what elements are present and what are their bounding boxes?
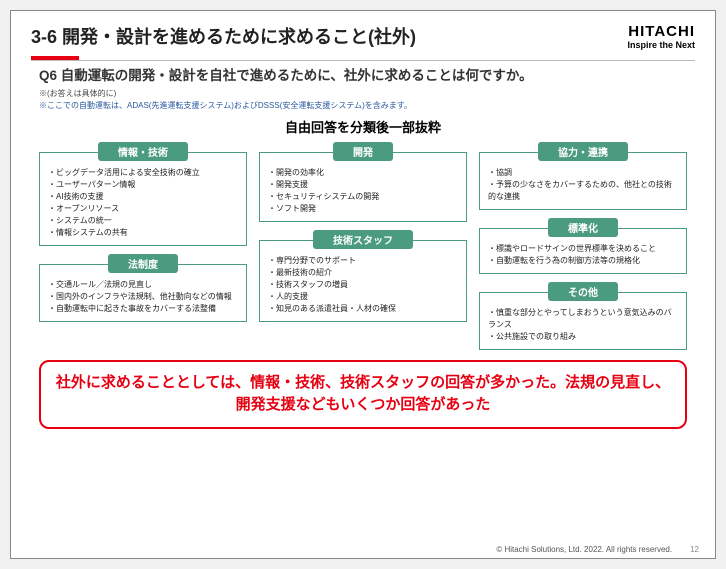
group-legal: 法制度 交通ルール／法規の見直し 国内外のインフラや法規制、他社動向などの情報 … [39,264,247,322]
list-item: 標識やロードサインの世界標準を決めること [488,243,678,255]
list-item: 技術スタッフの増員 [268,279,458,291]
group-label: 協力・連携 [538,142,628,161]
group-list: 専門分野でのサポート 最新技術の紹介 技術スタッフの増員 人的支援 知見のある派… [268,255,458,315]
group-label: 法制度 [108,254,178,273]
group-list: 慎重な部分とやってしまおうという意気込みのバランス 公共施設での取り組み [488,307,678,343]
footer: © Hitachi Solutions, Ltd. 2022. All righ… [496,545,699,554]
sub-heading: 自由回答を分類後一部抜粋 [11,117,715,136]
header: 3-6 開発・設計を進めるために求めること(社外) HITACHI Inspir… [11,11,715,54]
column-1: 情報・技術 ビッグデータ活用による安全技術の確立 ユーザーパターン情報 AI技術… [39,140,247,350]
question-note-2: ※ここでの自動運転は、ADAS(先進運転支援システム)およびDSSS(安全運転支… [39,100,687,111]
question-block: Q6 自動運転の開発・設計を自社で進めるために、社外に求めることは何ですか。 ※… [11,67,715,111]
group-label: 標準化 [548,218,618,237]
list-item: 公共施設での取り組み [488,331,678,343]
column-3: 協力・連携 協調 予算の少なさをカバーするための、他社との技術的な連携 標準化 … [479,140,687,350]
group-list: 協調 予算の少なさをカバーするための、他社との技術的な連携 [488,167,678,203]
group-info-tech: 情報・技術 ビッグデータ活用による安全技術の確立 ユーザーパターン情報 AI技術… [39,152,247,246]
group-label: その他 [548,282,618,301]
list-item: 交通ルール／法規の見直し [48,279,238,291]
category-columns: 情報・技術 ビッグデータ活用による安全技術の確立 ユーザーパターン情報 AI技術… [11,136,715,350]
list-item: システムの統一 [48,215,238,227]
logo: HITACHI Inspire the Next [627,23,695,50]
list-item: 自動運転中に起きた事故をカバーする法整備 [48,303,238,315]
slide: 3-6 開発・設計を進めるために求めること(社外) HITACHI Inspir… [10,10,716,559]
group-label: 情報・技術 [98,142,188,161]
list-item: 最新技術の紹介 [268,267,458,279]
divider [31,60,695,61]
list-item: オープンリソース [48,203,238,215]
list-item: 情報システムの共有 [48,227,238,239]
group-tech-staff: 技術スタッフ 専門分野でのサポート 最新技術の紹介 技術スタッフの増員 人的支援… [259,240,467,322]
list-item: 国内外のインフラや法規制、他社動向などの情報 [48,291,238,303]
list-item: ユーザーパターン情報 [48,179,238,191]
group-list: ビッグデータ活用による安全技術の確立 ユーザーパターン情報 AI技術の支援 オー… [48,167,238,239]
group-list: 標識やロードサインの世界標準を決めること 自動運転を行う為の制御方法等の規格化 [488,243,678,267]
list-item: 慎重な部分とやってしまおうという意気込みのバランス [488,307,678,331]
group-other: その他 慎重な部分とやってしまおうという意気込みのバランス 公共施設での取り組み [479,292,687,350]
group-development: 開発 開発の効率化 開発支援 セキュリティシステムの開発 ソフト開発 [259,152,467,222]
copyright: © Hitachi Solutions, Ltd. 2022. All righ… [496,545,672,554]
column-2: 開発 開発の効率化 開発支援 セキュリティシステムの開発 ソフト開発 技術スタッ… [259,140,467,350]
conclusion-text: 社外に求めることとしては、情報・技術、技術スタッフの回答が多かった。法規の見直し… [55,372,671,417]
list-item: 自動運転を行う為の制御方法等の規格化 [488,255,678,267]
question-note-1: ※(お答えは具体的に) [39,88,687,99]
list-item: 開発の効率化 [268,167,458,179]
list-item: ソフト開発 [268,203,458,215]
group-label: 開発 [333,142,393,161]
slide-title: 3-6 開発・設計を進めるために求めること(社外) [31,23,416,49]
group-standardization: 標準化 標識やロードサインの世界標準を決めること 自動運転を行う為の制御方法等の… [479,228,687,274]
list-item: 予算の少なさをカバーするための、他社との技術的な連携 [488,179,678,203]
list-item: 知見のある派遣社員・人材の確保 [268,303,458,315]
group-list: 開発の効率化 開発支援 セキュリティシステムの開発 ソフト開発 [268,167,458,215]
group-label: 技術スタッフ [313,230,413,249]
question-title: Q6 自動運転の開発・設計を自社で進めるために、社外に求めることは何ですか。 [39,67,687,86]
conclusion-box: 社外に求めることとしては、情報・技術、技術スタッフの回答が多かった。法規の見直し… [39,360,687,429]
page-number: 12 [690,545,699,554]
list-item: AI技術の支援 [48,191,238,203]
list-item: 人的支援 [268,291,458,303]
group-cooperation: 協力・連携 協調 予算の少なさをカバーするための、他社との技術的な連携 [479,152,687,210]
list-item: 開発支援 [268,179,458,191]
list-item: ビッグデータ活用による安全技術の確立 [48,167,238,179]
group-list: 交通ルール／法規の見直し 国内外のインフラや法規制、他社動向などの情報 自動運転… [48,279,238,315]
list-item: 協調 [488,167,678,179]
logo-main: HITACHI [627,23,695,40]
list-item: セキュリティシステムの開発 [268,191,458,203]
list-item: 専門分野でのサポート [268,255,458,267]
logo-tagline: Inspire the Next [627,40,695,50]
